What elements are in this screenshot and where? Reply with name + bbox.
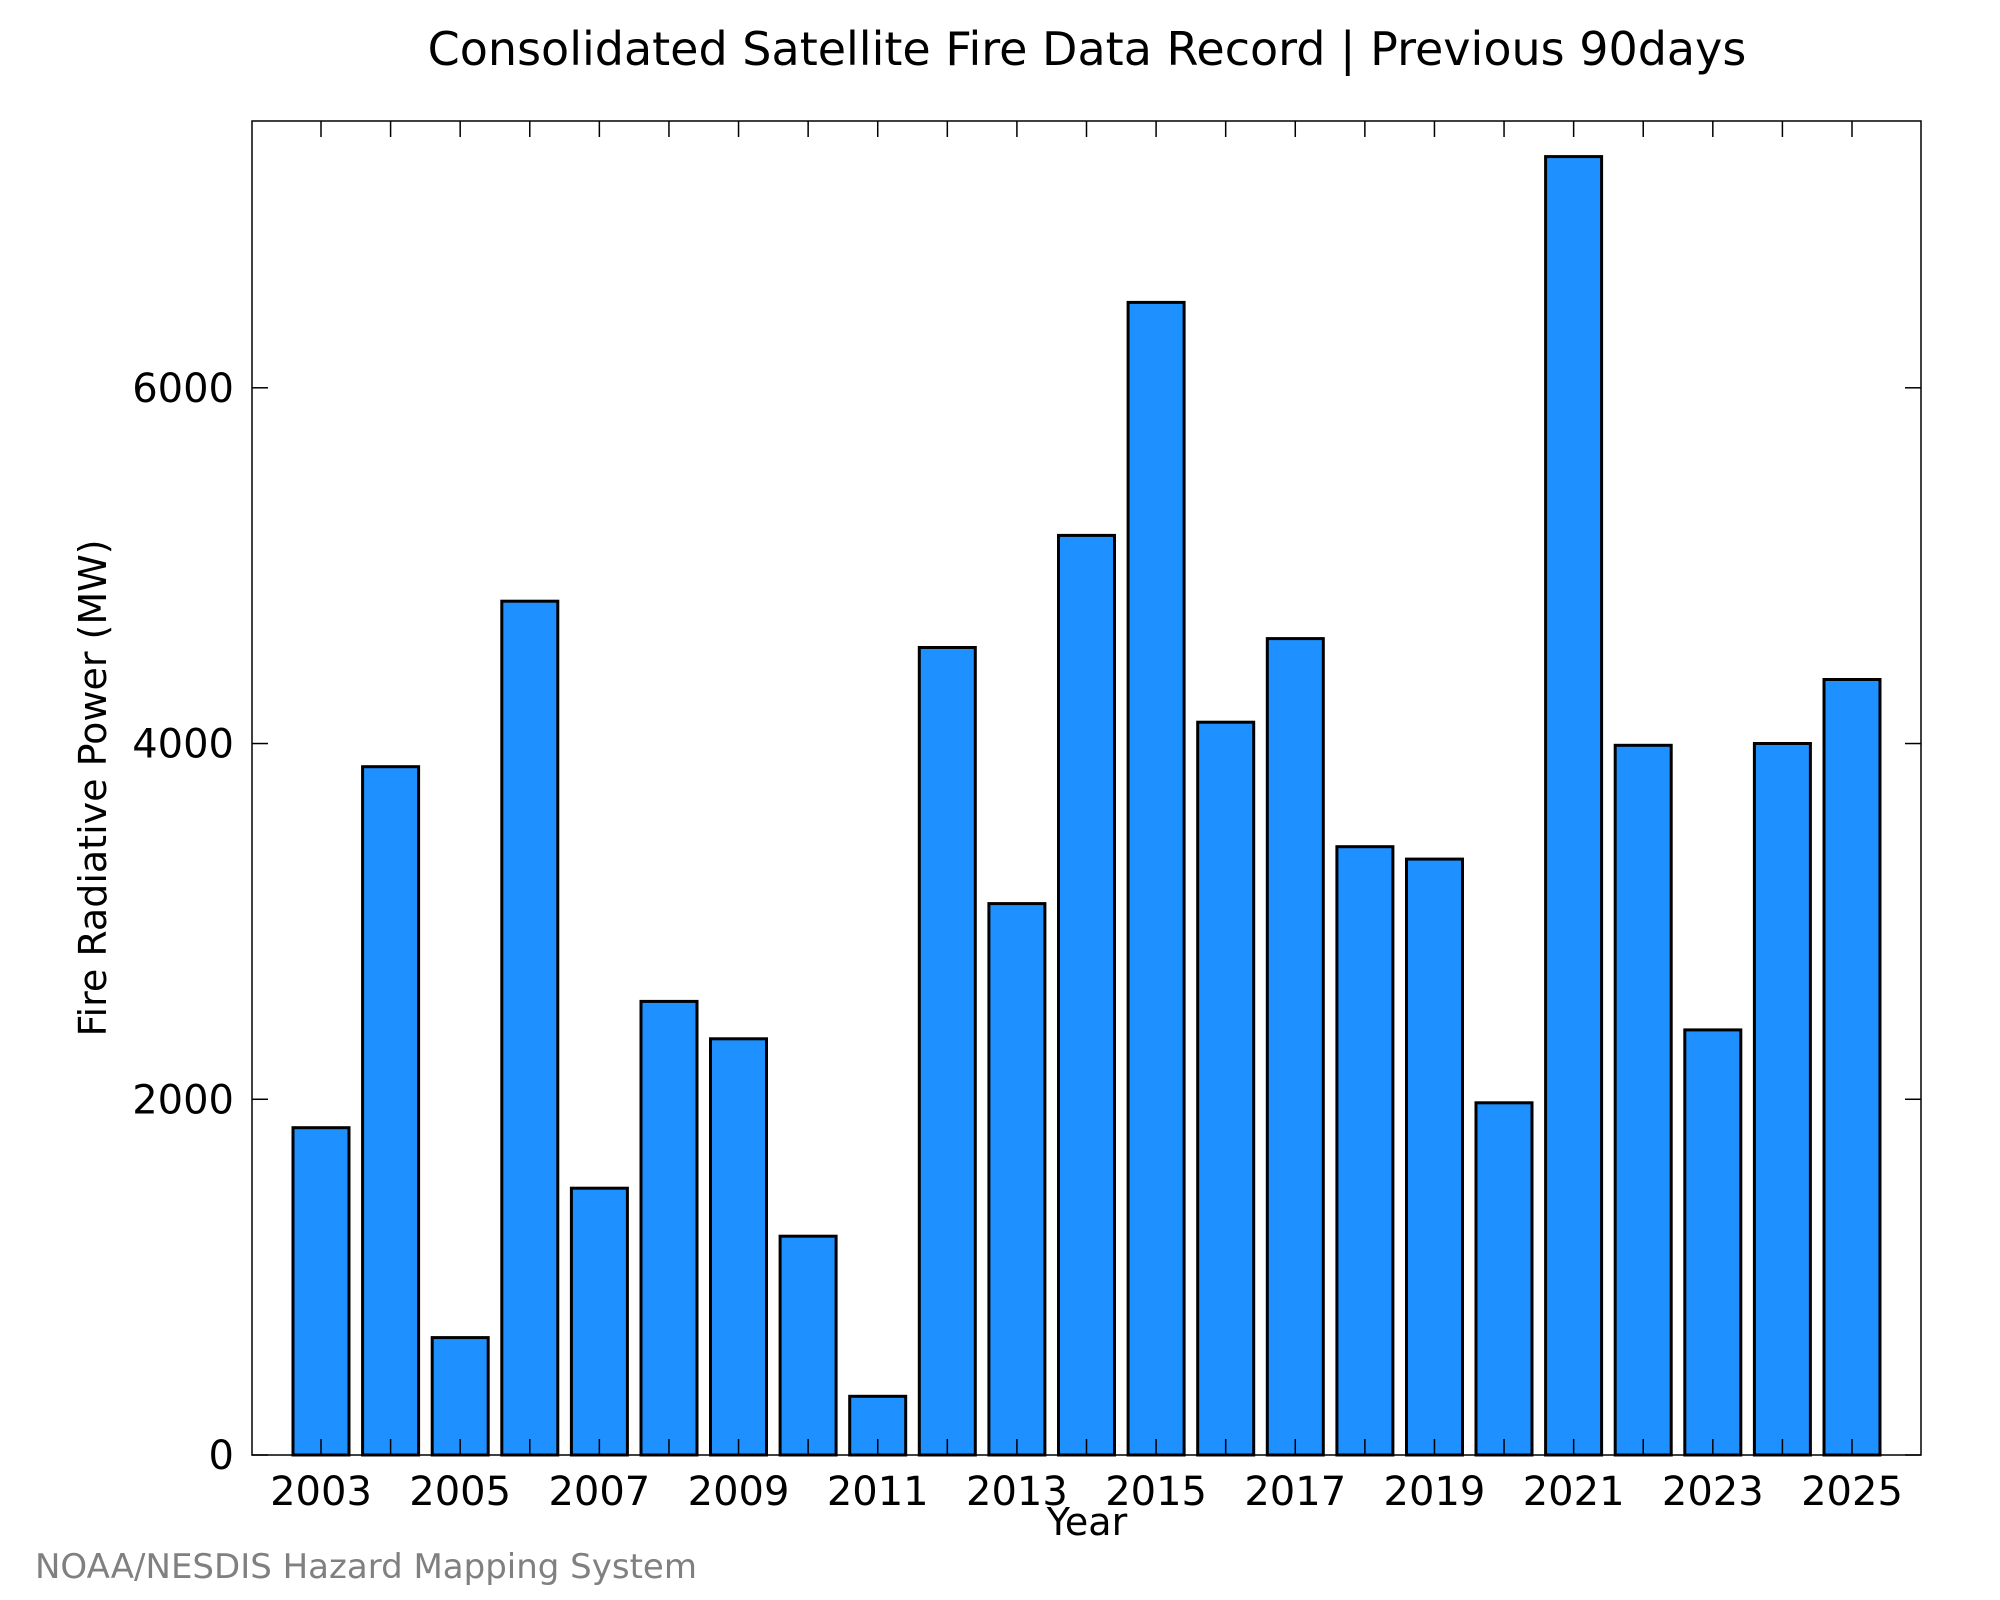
bars-group bbox=[291, 155, 1882, 1457]
bar-2009 bbox=[709, 1037, 768, 1457]
bar-2012 bbox=[917, 646, 977, 1457]
x-tick-label-2015: 2015 bbox=[1105, 1469, 1207, 1515]
y-tick-label-6000: 6000 bbox=[132, 366, 234, 412]
x-tick-label-2009: 2009 bbox=[688, 1469, 790, 1515]
bar-2017 bbox=[1265, 637, 1325, 1457]
bar-2004 bbox=[361, 765, 421, 1457]
bar-2013 bbox=[987, 902, 1047, 1457]
axis-ticks-group: 0 2000 4000 6000 2003 2005 2007 2009 2011 2013 201… bbox=[132, 121, 1921, 1515]
bar-2018 bbox=[1335, 845, 1395, 1457]
bar-2005 bbox=[430, 1336, 490, 1457]
y-axis-label: Fire Radiative Power (MW) bbox=[71, 539, 115, 1036]
x-tick-label-2019: 2019 bbox=[1384, 1469, 1486, 1515]
bar-2016 bbox=[1196, 720, 1256, 1457]
bar-2015 bbox=[1126, 300, 1186, 1457]
y-tick-label-4000: 4000 bbox=[132, 722, 234, 768]
bar-2014 bbox=[1057, 533, 1116, 1457]
bar-2021 bbox=[1544, 155, 1604, 1457]
x-tick-label-2017: 2017 bbox=[1244, 1469, 1346, 1515]
bar-2025 bbox=[1822, 678, 1882, 1457]
x-tick-label-2025: 2025 bbox=[1801, 1469, 1903, 1515]
x-tick-label-2011: 2011 bbox=[827, 1469, 929, 1515]
x-axis-label: Year bbox=[1046, 1500, 1128, 1544]
bar-2023 bbox=[1683, 1028, 1743, 1457]
bar-2010 bbox=[778, 1234, 838, 1457]
x-tick-label-2013: 2013 bbox=[966, 1469, 1068, 1515]
x-tick-label-2005: 2005 bbox=[409, 1469, 511, 1515]
bar-2024 bbox=[1752, 742, 1812, 1457]
x-tick-label-2021: 2021 bbox=[1523, 1469, 1625, 1515]
bar-2022 bbox=[1613, 743, 1673, 1457]
y-tick-label-2000: 2000 bbox=[132, 1077, 234, 1123]
bar-2008 bbox=[639, 999, 699, 1457]
x-tick-label-2023: 2023 bbox=[1662, 1469, 1764, 1515]
source-credit: NOAA/NESDIS Hazard Mapping System bbox=[35, 1547, 697, 1587]
bar-2006 bbox=[500, 599, 560, 1457]
bar-2020 bbox=[1474, 1101, 1534, 1457]
x-tick-label-2003: 2003 bbox=[270, 1469, 372, 1515]
bar-2007 bbox=[569, 1186, 629, 1457]
y-tick-label-0: 0 bbox=[209, 1433, 234, 1479]
x-tick-label-2007: 2007 bbox=[548, 1469, 650, 1515]
bar-2019 bbox=[1405, 857, 1464, 1457]
chart-title: Consolidated Satellite Fire Data Record … bbox=[428, 22, 1747, 77]
bar-2003 bbox=[291, 1126, 351, 1457]
